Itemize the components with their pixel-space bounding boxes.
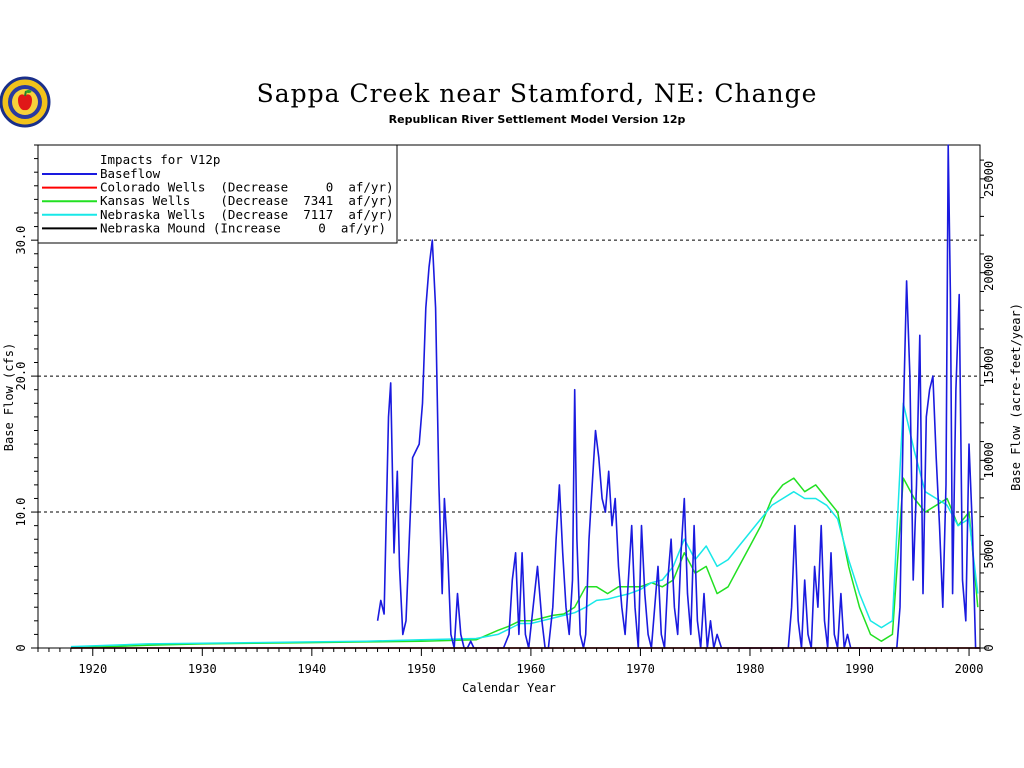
- chart-title: Sappa Creek near Stamford, NE: Change: [257, 79, 818, 108]
- legend-label: Nebraska Mound (Increase 0 af/yr): [100, 220, 386, 235]
- y-axis-right-label: Base Flow (acre-feet/year): [1009, 303, 1023, 491]
- y-axis-left-label: Base Flow (cfs): [2, 343, 16, 451]
- legend-label: Colorado Wells (Decrease 0 af/yr): [100, 180, 394, 195]
- y-tick-label-right: 10000: [982, 442, 996, 478]
- x-axis-label: Calendar Year: [462, 681, 556, 695]
- chart-subtitle: Republican River Settlement Model Versio…: [389, 113, 686, 126]
- x-tick-label: 2000: [955, 662, 984, 676]
- y-tick-label-right: 0: [982, 644, 996, 651]
- legend-header: Impacts for V12p: [100, 152, 220, 167]
- x-tick-label: 1970: [626, 662, 655, 676]
- legend-label: Kansas Wells (Decrease 7341 af/yr): [100, 193, 394, 208]
- series-line-baseflow: [376, 144, 979, 649]
- axes: 1920 1930 1940 1950 1960 1970 1980 1990 2000010.…: [14, 144, 996, 676]
- y-tick-label-right: 20000: [982, 255, 996, 291]
- apple-seal-logo: [0, 76, 51, 128]
- y-tick-label-left: 10.0: [14, 498, 28, 527]
- y-tick-label-left: 20.0: [14, 362, 28, 391]
- y-tick-label-right: 5000: [982, 540, 996, 569]
- legend-box: [37, 144, 398, 244]
- x-tick-label: 1940: [297, 662, 326, 676]
- x-tick-label: 1950: [407, 662, 436, 676]
- y-tick-label-left: 0: [14, 644, 28, 651]
- x-tick-label: 1930: [188, 662, 217, 676]
- x-tick-label: 1960: [516, 662, 545, 676]
- x-tick-label: 1980: [736, 662, 765, 676]
- y-tick-label-right: 25000: [982, 161, 996, 197]
- legend-label: Nebraska Wells (Decrease 7117 af/yr): [100, 207, 394, 222]
- x-tick-label: 1990: [845, 662, 874, 676]
- grid-lines: [38, 239, 980, 513]
- legend-label: Baseflow: [100, 166, 161, 181]
- x-tick-label: 1920: [78, 662, 107, 676]
- y-tick-label-left: 30.0: [14, 226, 28, 255]
- y-tick-label-right: 15000: [982, 349, 996, 385]
